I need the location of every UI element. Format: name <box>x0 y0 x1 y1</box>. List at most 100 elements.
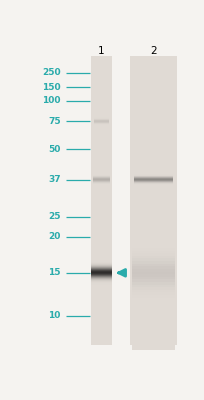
Bar <box>134 190 172 191</box>
Bar <box>91 291 111 292</box>
Bar <box>91 244 111 246</box>
Bar <box>91 278 111 279</box>
Bar <box>131 256 174 258</box>
Bar <box>91 285 111 286</box>
Bar <box>131 246 174 248</box>
Bar <box>131 277 174 279</box>
Text: 2: 2 <box>150 46 156 56</box>
Text: 1: 1 <box>98 46 104 56</box>
Bar <box>131 287 174 290</box>
Bar <box>92 183 110 184</box>
Bar <box>131 258 174 261</box>
Bar <box>134 168 172 169</box>
Bar <box>134 177 172 178</box>
Bar <box>91 289 111 290</box>
Bar <box>92 181 110 182</box>
Bar <box>91 250 111 252</box>
Bar <box>91 275 111 276</box>
Bar <box>131 235 174 238</box>
Bar <box>91 264 111 266</box>
Bar <box>134 184 172 185</box>
Bar <box>131 329 174 332</box>
Bar <box>131 337 174 339</box>
Text: 75: 75 <box>48 117 60 126</box>
Bar <box>91 272 111 273</box>
Bar <box>131 266 174 269</box>
Bar <box>134 191 172 192</box>
Bar <box>91 282 111 283</box>
Bar <box>92 182 110 183</box>
Bar <box>91 277 111 278</box>
Bar <box>92 172 110 173</box>
Bar <box>131 345 174 347</box>
Bar <box>131 224 174 227</box>
Bar <box>92 176 110 177</box>
Bar <box>91 294 111 295</box>
Bar <box>92 170 110 171</box>
Bar <box>134 172 172 173</box>
Bar <box>90 56 112 345</box>
Bar <box>134 173 172 174</box>
Bar <box>131 272 174 274</box>
Bar <box>91 296 111 297</box>
Bar <box>134 187 172 188</box>
Bar <box>134 170 172 171</box>
Bar <box>92 192 110 193</box>
Bar <box>134 180 172 181</box>
Bar <box>131 298 174 300</box>
Bar <box>131 300 174 303</box>
Bar <box>131 339 174 342</box>
Bar <box>92 168 110 169</box>
Bar <box>131 326 174 329</box>
Bar <box>91 270 111 271</box>
Bar <box>91 260 111 262</box>
Bar <box>131 324 174 326</box>
Bar <box>131 230 174 232</box>
Bar <box>134 178 172 179</box>
Bar <box>131 279 174 282</box>
Bar <box>91 269 111 270</box>
Bar <box>131 264 174 266</box>
Bar <box>91 258 111 260</box>
Bar <box>92 186 110 187</box>
Bar <box>91 276 111 277</box>
Bar <box>134 176 172 177</box>
Bar <box>91 280 111 281</box>
Bar <box>134 175 172 176</box>
Bar <box>131 347 174 350</box>
Bar <box>92 171 110 172</box>
Bar <box>134 188 172 189</box>
Bar <box>91 281 111 282</box>
Bar <box>134 179 172 180</box>
Bar <box>131 240 174 243</box>
Bar <box>92 175 110 176</box>
Bar <box>91 297 111 298</box>
Bar <box>131 274 174 277</box>
Bar <box>92 185 110 186</box>
Bar <box>92 173 110 174</box>
Bar <box>91 288 111 289</box>
Text: 20: 20 <box>48 232 60 241</box>
Text: 10: 10 <box>48 312 60 320</box>
Bar <box>91 271 111 272</box>
Bar <box>92 174 110 175</box>
Bar <box>131 321 174 324</box>
Bar <box>131 232 174 235</box>
Bar <box>131 251 174 253</box>
Bar <box>134 169 172 170</box>
Bar <box>91 283 111 284</box>
Bar <box>131 284 174 287</box>
Bar <box>131 261 174 264</box>
Bar <box>134 182 172 183</box>
Bar <box>134 167 172 168</box>
Bar <box>131 342 174 345</box>
Bar <box>91 273 111 274</box>
Bar <box>131 334 174 337</box>
Bar <box>92 180 110 181</box>
Bar <box>91 300 111 301</box>
Bar <box>131 313 174 316</box>
Bar <box>134 192 172 193</box>
Text: 100: 100 <box>42 96 60 106</box>
Bar <box>131 306 174 308</box>
Bar <box>131 222 174 224</box>
